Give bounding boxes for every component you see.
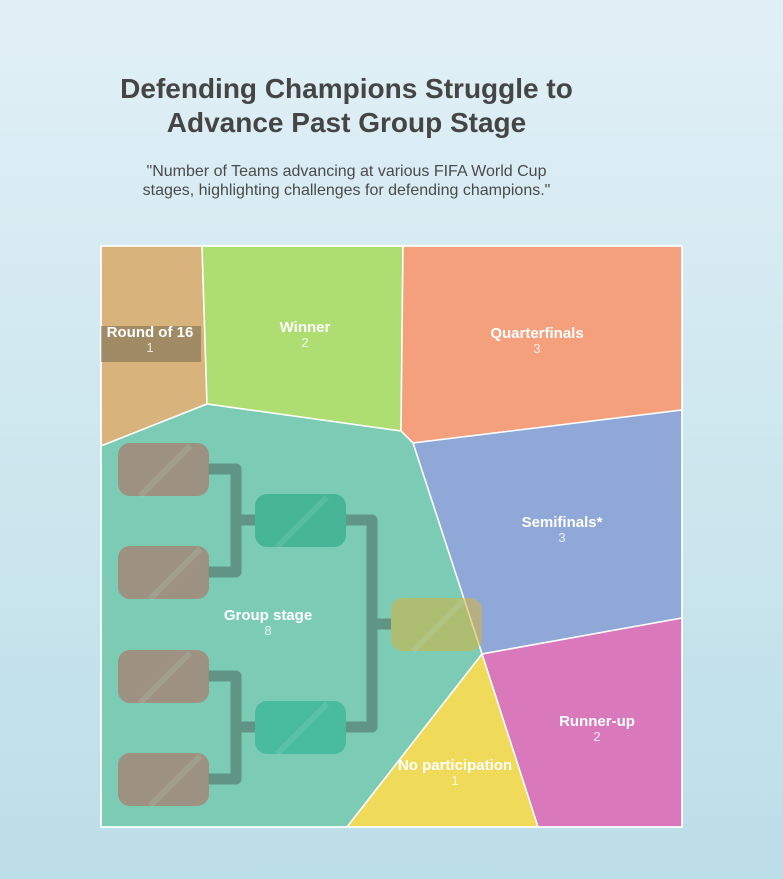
chart-border: [100, 245, 683, 828]
cell-value-group-stage: 8: [264, 623, 271, 638]
chart-title-line-2: Advance Past Group Stage: [166, 107, 527, 138]
cell-name-round-of-16: Round of 16: [107, 324, 194, 341]
cell-label-background: [101, 326, 201, 362]
chart-subtitle: "Number of Teams advancing at various FI…: [0, 162, 783, 200]
cell-name-runner-up: Runner-up: [559, 713, 635, 730]
chart-subtitle-line-1: "Number of Teams advancing at various FI…: [146, 163, 547, 180]
cell-quarterfinals: [400, 245, 683, 444]
tournament-bracket-icon: [118, 443, 482, 809]
cell-name-quarterfinals: Quarterfinals: [490, 325, 583, 342]
cells-layer: [100, 245, 683, 828]
cell-value-runner-up: 2: [593, 729, 600, 744]
cell-name-semifinals: Semifinals*: [522, 514, 603, 531]
cell-value-winner: 2: [301, 335, 308, 350]
cell-name-winner: Winner: [280, 319, 331, 336]
cell-value-no-participation: 1: [451, 773, 458, 788]
cell-name-group-stage: Group stage: [224, 607, 312, 624]
cell-value-quarterfinals: 3: [533, 341, 540, 356]
cell-name-no-participation: No participation: [398, 757, 512, 774]
cell-value-semifinals: 3: [558, 530, 565, 545]
chart-title: Defending Champions Struggle to Advance …: [0, 72, 783, 140]
labels-layer: Round of 161Winner2Quarterfinals3Semifin…: [101, 319, 635, 788]
chart-title-line-1: Defending Champions Struggle to: [120, 73, 573, 104]
chart-subtitle-line-2: stages, highlighting challenges for defe…: [142, 182, 551, 199]
cell-value-round-of-16: 1: [146, 340, 153, 355]
